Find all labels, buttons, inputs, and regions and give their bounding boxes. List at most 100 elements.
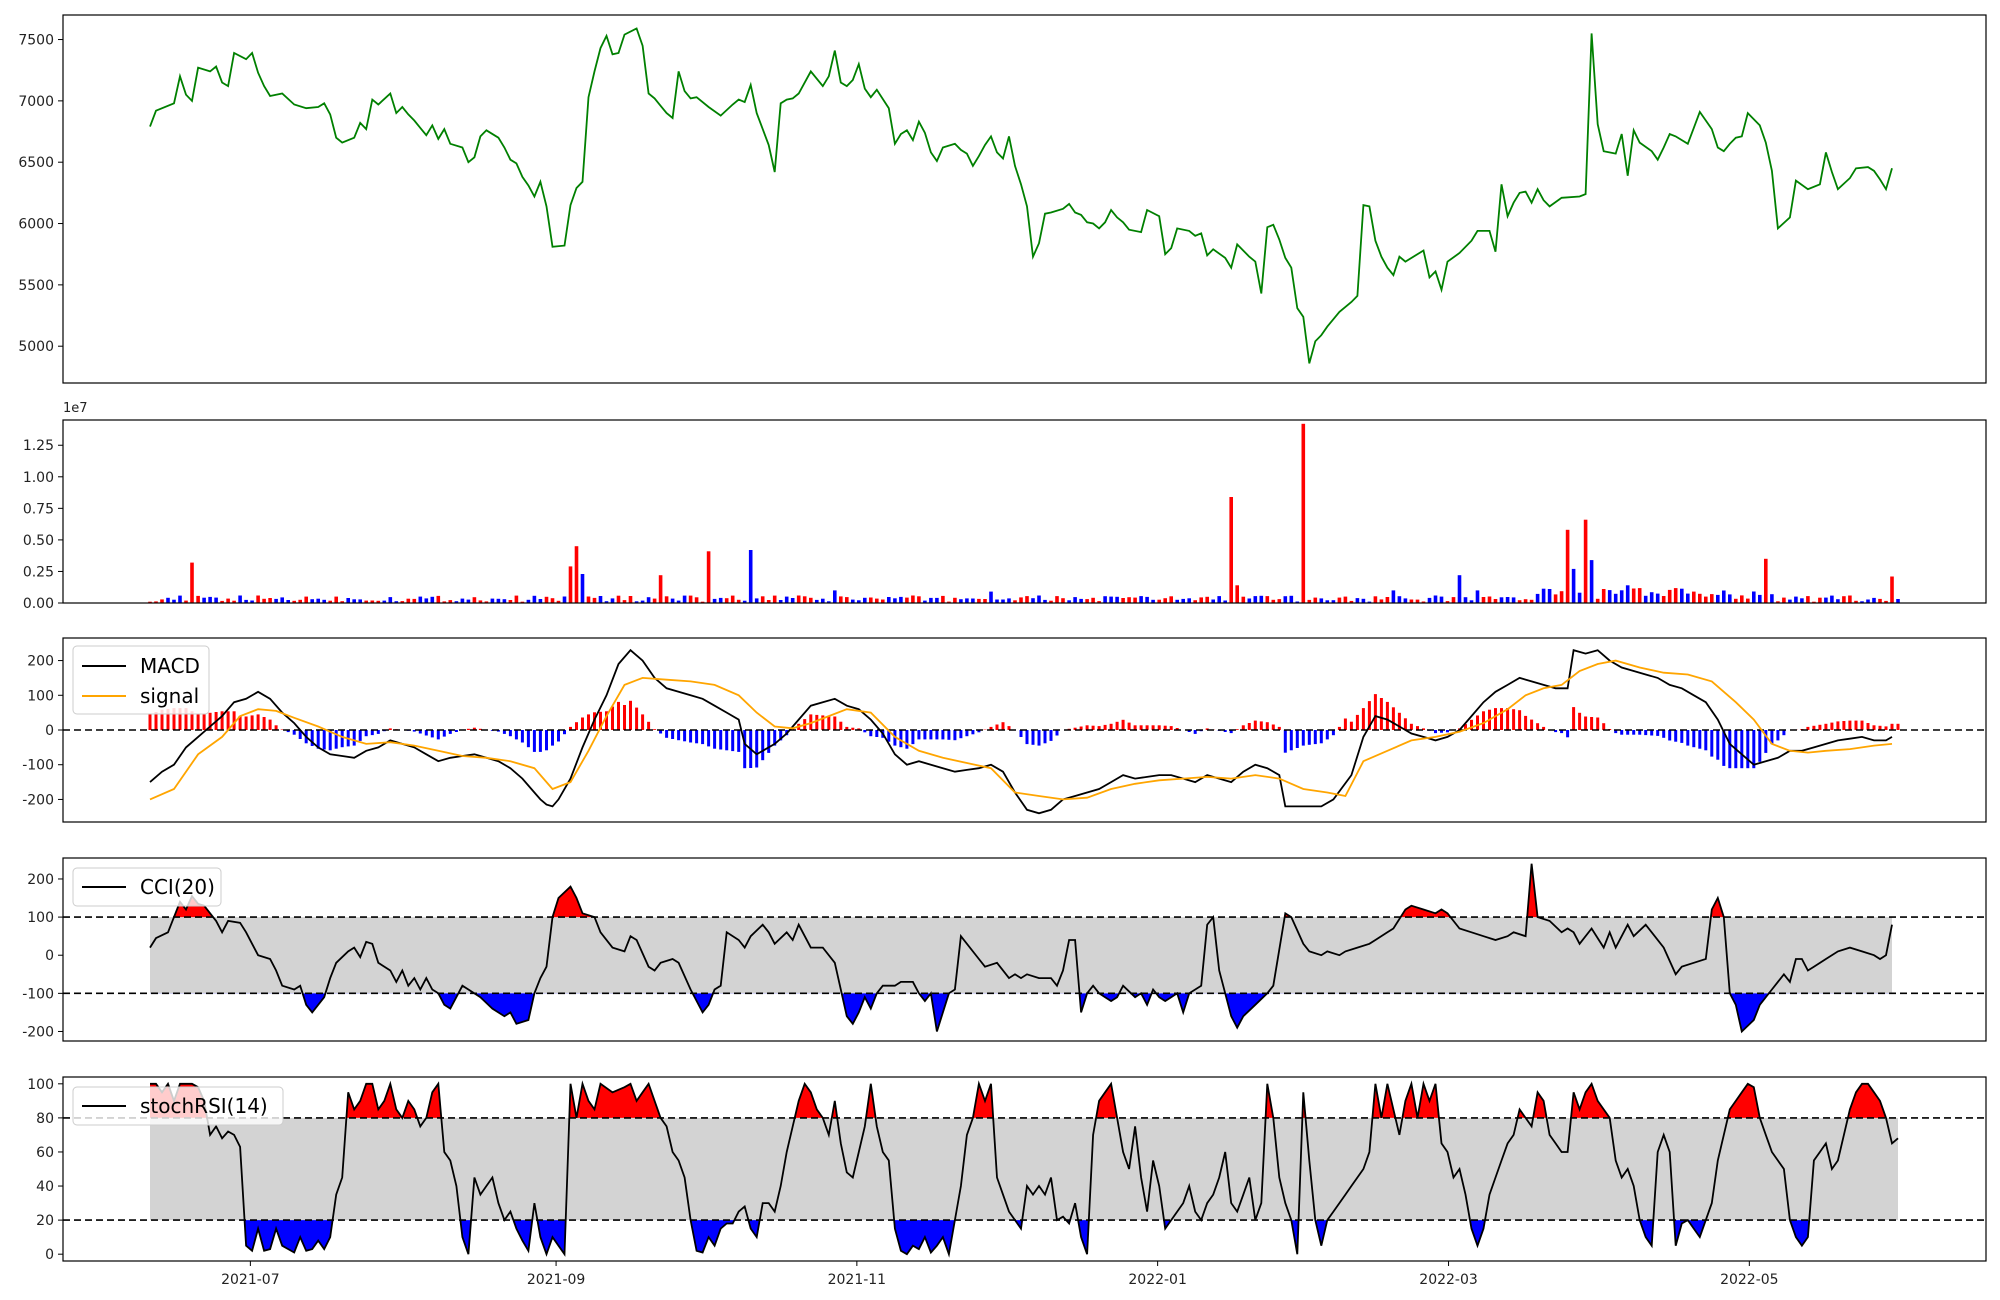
macd-hist-bar [1746,730,1750,769]
volume-bar [694,597,699,603]
macd-hist-bar [322,730,326,750]
macd-hist-bar [268,719,272,730]
macd-hist-bar [1127,722,1131,730]
macd-hist-bar [1818,724,1822,730]
volume-bar [1115,596,1119,603]
cci-line [149,863,1893,1034]
volume-bar [1337,597,1342,603]
volume-bar [1373,596,1378,603]
volume-bar [1301,423,1306,603]
macd-hist-bar [1470,719,1473,730]
y-tick-label: 100 [27,910,54,926]
volume-bar [1451,597,1456,603]
volume-bar [214,597,218,603]
y-tick-label: 1.00 [23,470,54,486]
macd-hist-bar [202,713,206,730]
volume-bar [718,597,723,603]
y-tick-label: 7000 [18,94,54,110]
macd-hist-bar [1049,730,1053,741]
macd-hist-bar [358,730,362,741]
macd-hist-bar [418,730,422,734]
volume-bar [592,597,597,603]
volume-bar [1896,599,1900,603]
volume-bar [616,595,621,603]
plot-area-stochrsi [63,1080,1986,1258]
macd-hist-bar [1331,730,1335,736]
y-tick-label: 0 [45,948,54,964]
volume-bar [1848,595,1852,603]
volume-bar [827,601,831,603]
volume-bar [196,595,200,603]
macd-hist-bar [611,706,614,730]
volume-bar [1890,576,1894,603]
volume-bar [280,597,284,603]
volume-bar [340,601,344,603]
macd-hist-bar [226,711,230,730]
volume-bar [1872,597,1876,603]
volume-bar [1397,596,1402,603]
volume-bar [1229,497,1233,603]
volume-bar [580,574,585,603]
macd-hist-bar [184,708,188,730]
macd-hist-bar [292,730,296,735]
volume-bar [724,598,729,603]
volume-bar [1475,590,1480,603]
volume-bar [448,600,453,603]
macd-hist-bar [1590,717,1594,730]
macd-hist-bar [1037,730,1041,746]
volume-bar [923,600,927,603]
macd-hist-bar [947,730,951,740]
macd-hist-bar [959,730,963,739]
volume-bar [1331,600,1336,603]
panels: 5000550060006500700075000.000.250.500.75… [18,14,1987,1263]
neutral-band [150,917,1892,994]
macd-hist-bar [1379,698,1383,730]
volume-bar [622,600,627,603]
volume-bar [1031,598,1035,603]
volume-bar [1283,596,1288,603]
volume-bar [268,598,272,603]
volume-bar [514,595,519,603]
volume-bar [887,597,891,603]
macd-hist-bar [1632,730,1636,735]
volume-bar [1583,519,1588,603]
macd-hist-bar [1073,727,1077,730]
macd-hist-bar [388,728,392,730]
macd-hist-bar [1692,730,1696,748]
macd-hist-bar [310,730,314,746]
macd-hist-bar [863,730,867,733]
volume-bar [736,599,741,603]
macd-hist-bar [472,727,476,730]
stochrsi-line [150,1080,1899,1258]
macd-hist-bar [1422,728,1425,730]
volume-bar [1692,591,1696,603]
macd-hist-bar [502,730,506,734]
macd-hist-bar [1560,730,1564,734]
x-tick-label: 2022-01 [1128,1272,1187,1288]
macd-hist-bar [1812,725,1816,730]
volume-bar [400,601,405,603]
volume-bar [568,566,573,603]
volume-bar [1151,599,1155,603]
macd-hist-bar [1115,721,1119,730]
volume-bar [370,600,375,603]
volume-bar [802,596,807,603]
macd-hist-bar [190,711,194,730]
y-tick-label: -100 [22,758,54,774]
macd-hist-bar [1397,712,1401,730]
y-tick-label: 0.25 [23,564,54,580]
volume-bar [1667,589,1672,603]
volume-bar [851,599,855,603]
macd-hist-bar [677,730,681,741]
macd-hist-bar [1446,730,1449,733]
macd-hist-bar [154,712,158,730]
macd-hist-bar [617,701,620,730]
macd-hist-bar [1025,730,1029,745]
macd-hist-bar [1187,730,1191,732]
macd-hist-bar [833,716,837,730]
macd-hist-bar [923,730,927,740]
volume-bar [712,598,717,603]
macd-hist-bar [1512,709,1516,730]
macd-hist-bar [538,730,542,752]
volume-bar [905,597,909,603]
